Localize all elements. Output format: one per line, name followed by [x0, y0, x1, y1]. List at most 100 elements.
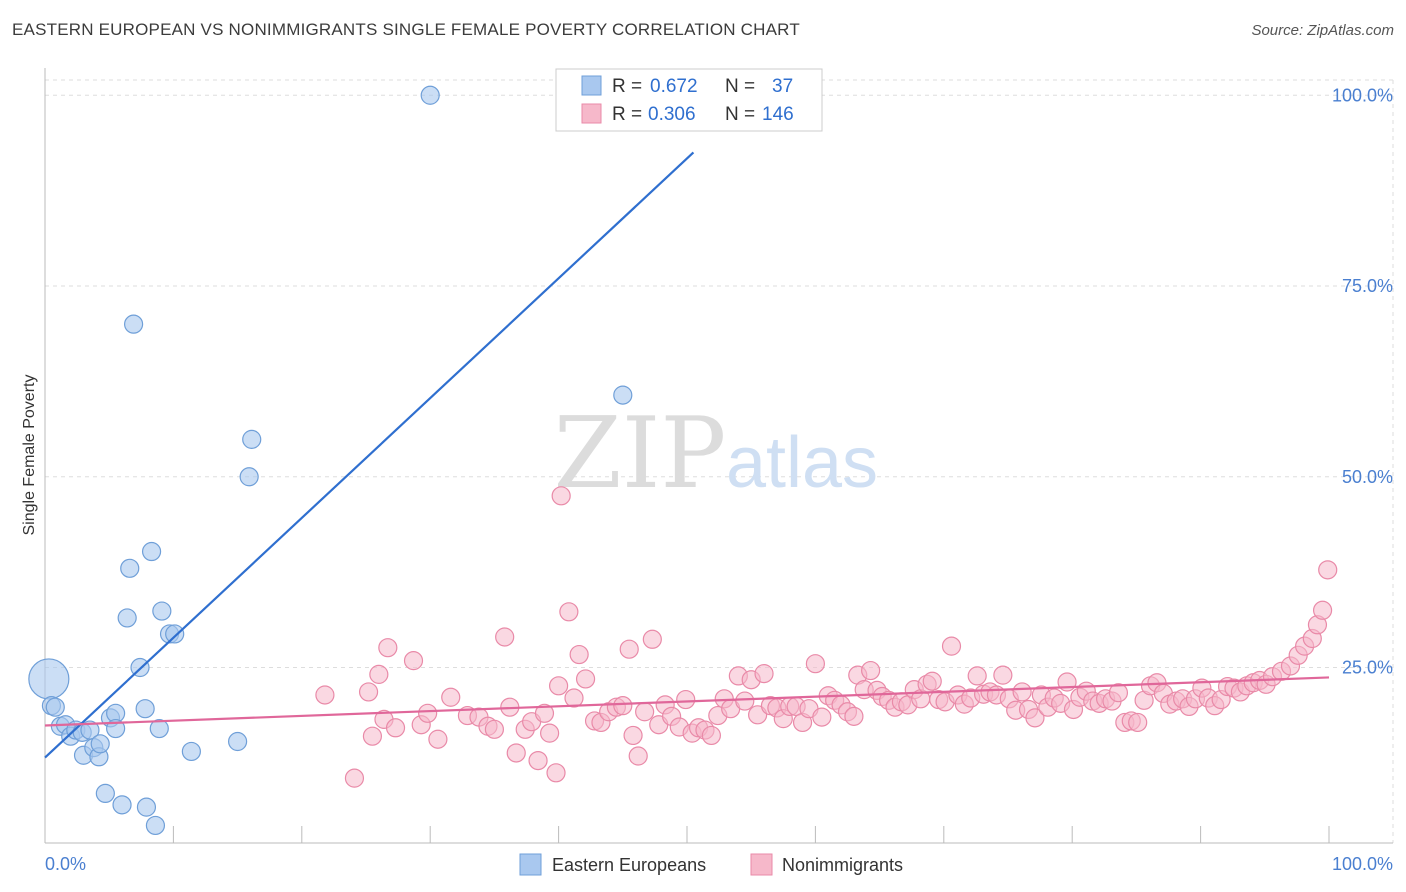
watermark-atlas: atlas — [726, 423, 878, 503]
point-nonimmigrants — [628, 746, 648, 766]
point-eastern-europeans — [120, 558, 140, 578]
trend-line-eastern-europeans — [44, 151, 695, 759]
point-nonimmigrants — [551, 486, 571, 506]
point-eastern-europeans — [228, 731, 248, 752]
point-nonimmigrants — [546, 763, 566, 783]
stats-r-label-pink: R = — [612, 104, 642, 125]
point-nonimmigrants — [378, 638, 398, 658]
point-nonimmigrants — [385, 718, 406, 738]
trend-lines — [44, 151, 1330, 759]
stats-n-value-blue: 37 — [772, 76, 793, 97]
point-nonimmigrants — [1025, 708, 1045, 728]
point-eastern-europeans — [28, 658, 70, 700]
legend-label-eastern-europeans: Eastern Europeans — [552, 855, 706, 875]
series-legend: Eastern Europeans Nonimmigrants — [519, 853, 903, 876]
point-nonimmigrants — [534, 703, 555, 723]
point-eastern-europeans — [123, 314, 144, 334]
point-nonimmigrants — [993, 665, 1013, 685]
point-nonimmigrants — [548, 676, 569, 696]
point-eastern-europeans — [239, 467, 259, 487]
point-eastern-europeans — [420, 85, 440, 105]
point-nonimmigrants — [844, 706, 864, 726]
point-nonimmigrants — [676, 689, 696, 710]
stats-n-label-pink: N = — [725, 104, 755, 125]
legend-swatch-eastern-europeans — [519, 853, 542, 876]
point-nonimmigrants — [941, 636, 962, 656]
chart-source: Source: ZipAtlas.com — [1251, 22, 1394, 39]
point-nonimmigrants — [506, 743, 526, 763]
point-nonimmigrants — [528, 750, 548, 771]
watermark: ZIP atlas — [554, 397, 878, 511]
point-nonimmigrants — [1318, 560, 1338, 580]
point-nonimmigrants — [575, 669, 596, 689]
point-nonimmigrants — [619, 639, 639, 659]
point-nonimmigrants — [754, 664, 774, 684]
point-nonimmigrants — [403, 651, 424, 671]
stats-legend: R = 0.672 N = 37 R = 0.306 N = 146 — [555, 68, 823, 132]
point-eastern-europeans — [136, 797, 157, 817]
point-eastern-europeans — [149, 718, 169, 739]
point-eastern-europeans — [165, 624, 185, 644]
point-nonimmigrants — [922, 671, 942, 691]
point-eastern-europeans — [95, 783, 115, 804]
point-nonimmigrants — [441, 687, 461, 707]
y-tick-labels: 25.0% 50.0% 75.0% 100.0% — [1332, 85, 1393, 677]
point-nonimmigrants — [569, 644, 589, 665]
x-tick-label-max: 100.0% — [1332, 854, 1393, 874]
point-nonimmigrants — [1108, 683, 1129, 703]
point-nonimmigrants — [861, 660, 881, 681]
point-eastern-europeans — [135, 699, 155, 719]
point-nonimmigrants — [1128, 712, 1148, 733]
stats-n-label-blue: N = — [725, 76, 755, 97]
stats-legend-swatch-pink — [581, 103, 602, 124]
y-tick-label: 50.0% — [1342, 467, 1393, 487]
point-eastern-europeans — [181, 741, 201, 762]
point-nonimmigrants — [642, 629, 662, 649]
point-nonimmigrants — [428, 729, 448, 749]
watermark-zip: ZIP — [554, 397, 727, 511]
point-nonimmigrants — [1312, 600, 1333, 620]
point-eastern-europeans — [613, 385, 633, 405]
point-eastern-europeans — [152, 601, 172, 621]
point-nonimmigrants — [613, 696, 633, 716]
point-nonimmigrants — [344, 768, 365, 788]
point-nonimmigrants — [358, 682, 379, 702]
stats-r-value-blue: 0.672 — [650, 76, 698, 97]
nonimmigrants-points — [315, 486, 1338, 788]
point-eastern-europeans — [112, 795, 132, 815]
point-nonimmigrants — [623, 725, 643, 746]
point-nonimmigrants — [805, 654, 826, 674]
stats-r-label-blue: R = — [612, 76, 642, 97]
chart-title: EASTERN EUROPEAN VS NONIMMIGRANTS SINGLE… — [12, 20, 800, 39]
x-tick-labels: 0.0% 100.0% — [45, 854, 1393, 874]
point-nonimmigrants — [812, 707, 832, 727]
trend-line-nonimmigrants — [44, 676, 1330, 727]
y-axis-label: Single Female Poverty — [21, 375, 38, 536]
point-nonimmigrants — [701, 725, 721, 746]
grid-lines — [45, 79, 1394, 843]
y-tick-label: 25.0% — [1342, 658, 1393, 678]
legend-swatch-nonimmigrants — [750, 853, 773, 876]
stats-n-value-pink: 146 — [762, 104, 794, 125]
point-eastern-europeans — [117, 608, 137, 628]
y-tick-label: 75.0% — [1342, 276, 1393, 296]
point-nonimmigrants — [362, 726, 383, 746]
point-nonimmigrants — [559, 602, 579, 622]
y-tick-label: 100.0% — [1332, 85, 1393, 105]
point-nonimmigrants — [315, 685, 335, 705]
x-tick-label-min: 0.0% — [45, 854, 86, 874]
point-nonimmigrants — [369, 664, 389, 684]
stats-r-value-pink: 0.306 — [648, 104, 696, 125]
axes — [44, 68, 1393, 844]
point-eastern-europeans — [141, 541, 162, 562]
point-nonimmigrants — [967, 666, 987, 686]
legend-label-nonimmigrants: Nonimmigrants — [782, 855, 903, 875]
point-nonimmigrants — [418, 703, 438, 723]
point-eastern-europeans — [90, 734, 110, 754]
point-nonimmigrants — [564, 688, 584, 708]
point-eastern-europeans — [145, 815, 166, 836]
stats-legend-swatch-blue — [581, 75, 602, 96]
point-eastern-europeans — [242, 429, 262, 449]
point-nonimmigrants — [1012, 682, 1032, 702]
